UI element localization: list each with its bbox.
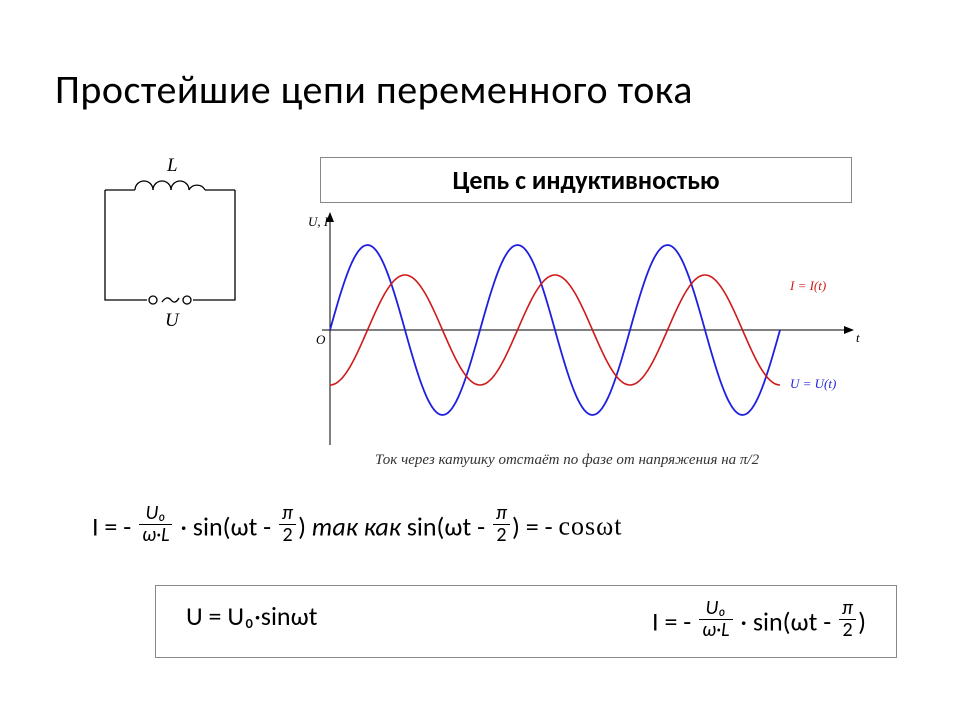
voltage-legend: U = U(t)	[790, 376, 836, 391]
equation-box: U = U₀·sinωt I = - U₀ω·L · sin(ωt - π2)	[155, 585, 897, 658]
origin-label: O	[316, 332, 326, 347]
inductor-label: L	[166, 155, 178, 176]
current-legend: I = I(t)	[789, 278, 826, 293]
y-axis-label: U, I	[308, 214, 329, 229]
source-label: U	[165, 310, 180, 331]
circuit-diagram: L U	[85, 150, 260, 335]
page-title: Простейшие цепи переменного тока	[55, 65, 693, 114]
subtitle-box: Цепь с индуктивностью	[320, 157, 852, 203]
equation-i: I = - U₀ω·L · sin(ωt - π2)	[652, 600, 866, 643]
waveform-graph: U, I t O I = I(t) U = U(t)	[300, 200, 880, 460]
x-axis-label: t	[856, 330, 860, 345]
graph-caption: Ток через катушку отстаёт по фазе от нап…	[375, 452, 759, 469]
equation-line-1: I = - U₀ω·L · sin(ωt - π2) так как sin(ω…	[92, 505, 622, 548]
equation-u: U = U₀·sinωt	[186, 600, 317, 643]
